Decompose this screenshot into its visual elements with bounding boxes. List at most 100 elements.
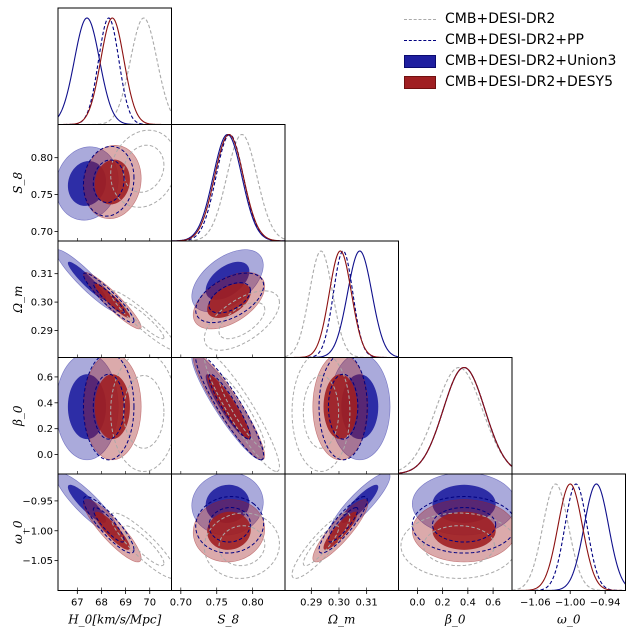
contour-68-CMB+DESI-DR2+Union3 bbox=[341, 484, 379, 523]
marginal-CMB+DESI-DR2+PP bbox=[58, 17, 172, 125]
contour-line-CMB+DESI-DR2 bbox=[302, 525, 340, 567]
x-tick-label: −1.00 bbox=[555, 598, 586, 609]
y-tick-label: −1.05 bbox=[22, 556, 53, 567]
contour-line-CMB+DESI-DR2+PP bbox=[92, 507, 125, 543]
y-tick-label: 0.30 bbox=[31, 298, 53, 309]
y-tick-label: 0.0 bbox=[37, 450, 53, 461]
x-tick-label: 0.75 bbox=[206, 598, 228, 609]
y-axis-label-w0: ω_0 bbox=[11, 520, 25, 544]
marginal-CMB+DESI-DR2+PP bbox=[285, 250, 399, 358]
marginal-CMB+DESI-DR2 bbox=[171, 133, 285, 241]
x-tick-label: 69 bbox=[119, 598, 132, 609]
marginal-CMB+DESI-DR2+Union3 bbox=[171, 133, 285, 241]
contour-line-CMB+DESI-DR2+PP bbox=[411, 496, 512, 554]
legend-label: CMB+DESI-DR2 bbox=[445, 10, 556, 27]
contour-68-CMB+DESI-DR2+Union3 bbox=[205, 261, 250, 300]
panel-1d-S8 bbox=[171, 133, 285, 241]
contour-68-CMB+DESI-DR2+Union3 bbox=[67, 374, 107, 440]
contour-line-CMB+DESI-DR2+PP bbox=[195, 357, 265, 461]
panel-w0-vs-Om bbox=[291, 474, 391, 579]
y-tick-label: 0.2 bbox=[37, 424, 53, 435]
panel-beta0-vs-Om bbox=[291, 357, 391, 473]
contour-line-CMB+DESI-DR2+PP bbox=[318, 496, 368, 554]
panel-frame bbox=[171, 124, 286, 242]
legend-label: CMB+DESI-DR2+Union3 bbox=[445, 52, 617, 69]
contour-line-CMB+DESI-DR2 bbox=[110, 290, 172, 351]
contour-line-CMB+DESI-DR2 bbox=[302, 374, 340, 449]
panel-w0-vs-S8 bbox=[191, 474, 280, 579]
contour-line-CMB+DESI-DR2+PP bbox=[208, 507, 251, 543]
contour-line-CMB+DESI-DR2 bbox=[218, 374, 266, 449]
x-tick-label: 0.2 bbox=[435, 598, 451, 609]
legend-swatch-dashed-navy bbox=[404, 34, 436, 46]
contour-68-CMB+DESI-DR2+Union3 bbox=[67, 161, 107, 206]
legend-entry: CMB+DESI-DR2+DESY5 bbox=[404, 71, 616, 92]
marginal-CMB+DESI-DR2+DESY5 bbox=[512, 483, 626, 591]
marginal-CMB+DESI-DR2+Union3 bbox=[285, 250, 399, 358]
x-tick-label: 0.31 bbox=[356, 598, 378, 609]
marginal-CMB+DESI-DR2+Union3 bbox=[512, 483, 626, 591]
marginal-CMB+DESI-DR2+Union3 bbox=[58, 17, 172, 125]
y-axis-label-beta0: β_0 bbox=[11, 405, 25, 427]
marginal-CMB+DESI-DR2+DESY5 bbox=[285, 250, 399, 358]
contour-line-CMB+DESI-DR2 bbox=[123, 301, 165, 340]
y-tick-label: 0.31 bbox=[31, 269, 53, 280]
y-tick-label: 0.29 bbox=[31, 326, 53, 337]
marginal-CMB+DESI-DR2 bbox=[285, 250, 399, 358]
contour-68-CMB+DESI-DR2+DESY5 bbox=[94, 374, 130, 440]
contour-line-CMB+DESI-DR2 bbox=[110, 357, 172, 473]
contour-line-CMB+DESI-DR2 bbox=[423, 525, 496, 567]
contour-line-CMB+DESI-DR2 bbox=[291, 357, 351, 473]
contour-line-CMB+DESI-DR2+PP bbox=[195, 272, 265, 324]
panel-1d-beta0 bbox=[398, 366, 512, 474]
contour-line-CMB+DESI-DR2 bbox=[203, 512, 280, 579]
contour-line-CMB+DESI-DR2+PP bbox=[318, 357, 368, 461]
panel-beta0-vs-H0 bbox=[58, 357, 172, 473]
legend-entry: CMB+DESI-DR2+Union3 bbox=[404, 50, 616, 71]
contour-line-CMB+DESI-DR2+PP bbox=[431, 507, 497, 543]
y-tick-label: −1.00 bbox=[22, 526, 53, 537]
panel-1d-Om bbox=[285, 250, 399, 358]
contour-line-CMB+DESI-DR2 bbox=[400, 512, 512, 579]
y-axis-label-Om: Ω_m bbox=[11, 286, 25, 314]
x-tick-label: 0.30 bbox=[328, 598, 350, 609]
panel-1d-H0 bbox=[58, 17, 172, 125]
contour-line-CMB+DESI-DR2+PP bbox=[327, 373, 359, 440]
x-tick-label: 67 bbox=[71, 598, 84, 609]
contour-line-CMB+DESI-DR2+PP bbox=[82, 357, 135, 461]
panel-beta0-vs-S8 bbox=[191, 357, 280, 472]
marginal-CMB+DESI-DR2+Union3 bbox=[398, 366, 512, 474]
panel-1d-w0 bbox=[512, 483, 626, 591]
x-tick-label: 0.29 bbox=[300, 598, 322, 609]
x-tick-label: 0.70 bbox=[170, 598, 192, 609]
legend-entry: CMB+DESI-DR2+PP bbox=[404, 29, 616, 50]
contour-68-CMB+DESI-DR2+DESY5 bbox=[323, 374, 358, 440]
y-tick-label: 0.75 bbox=[31, 190, 53, 201]
x-axis-label-beta0: β_0 bbox=[444, 613, 466, 627]
contour-line-CMB+DESI-DR2+PP bbox=[82, 272, 135, 324]
contour-line-CMB+DESI-DR2 bbox=[218, 525, 266, 567]
marginal-CMB+DESI-DR2+PP bbox=[171, 133, 285, 241]
legend: CMB+DESI-DR2 CMB+DESI-DR2+PP CMB+DESI-DR… bbox=[404, 8, 616, 92]
marginal-CMB+DESI-DR2 bbox=[512, 483, 626, 591]
contour-line-CMB+DESI-DR2 bbox=[110, 129, 172, 208]
x-tick-label: −0.94 bbox=[590, 598, 621, 609]
contour-line-CMB+DESI-DR2+PP bbox=[92, 159, 125, 204]
panel-Om-vs-H0 bbox=[58, 249, 172, 351]
contour-68-CMB+DESI-DR2+DESY5 bbox=[94, 511, 130, 550]
panel-frame bbox=[398, 357, 513, 475]
contour-line-CMB+DESI-DR2 bbox=[203, 357, 280, 472]
y-tick-label: 0.80 bbox=[31, 153, 53, 164]
contour-line-CMB+DESI-DR2+PP bbox=[208, 373, 251, 440]
contour-line-CMB+DESI-DR2+PP bbox=[208, 282, 251, 314]
x-axis-label-w0: ω_0 bbox=[557, 613, 581, 627]
contour-line-CMB+DESI-DR2 bbox=[203, 290, 280, 351]
panel-w0-vs-beta0 bbox=[400, 474, 512, 579]
contour-line-CMB+DESI-DR2+PP bbox=[327, 507, 359, 543]
legend-swatch-dashed-gray bbox=[404, 13, 436, 25]
contour-line-CMB+DESI-DR2 bbox=[291, 512, 351, 579]
x-axis-label-S8: S_8 bbox=[217, 613, 239, 627]
contour-line-CMB+DESI-DR2+PP bbox=[82, 145, 135, 217]
panel-frame bbox=[511, 473, 626, 591]
